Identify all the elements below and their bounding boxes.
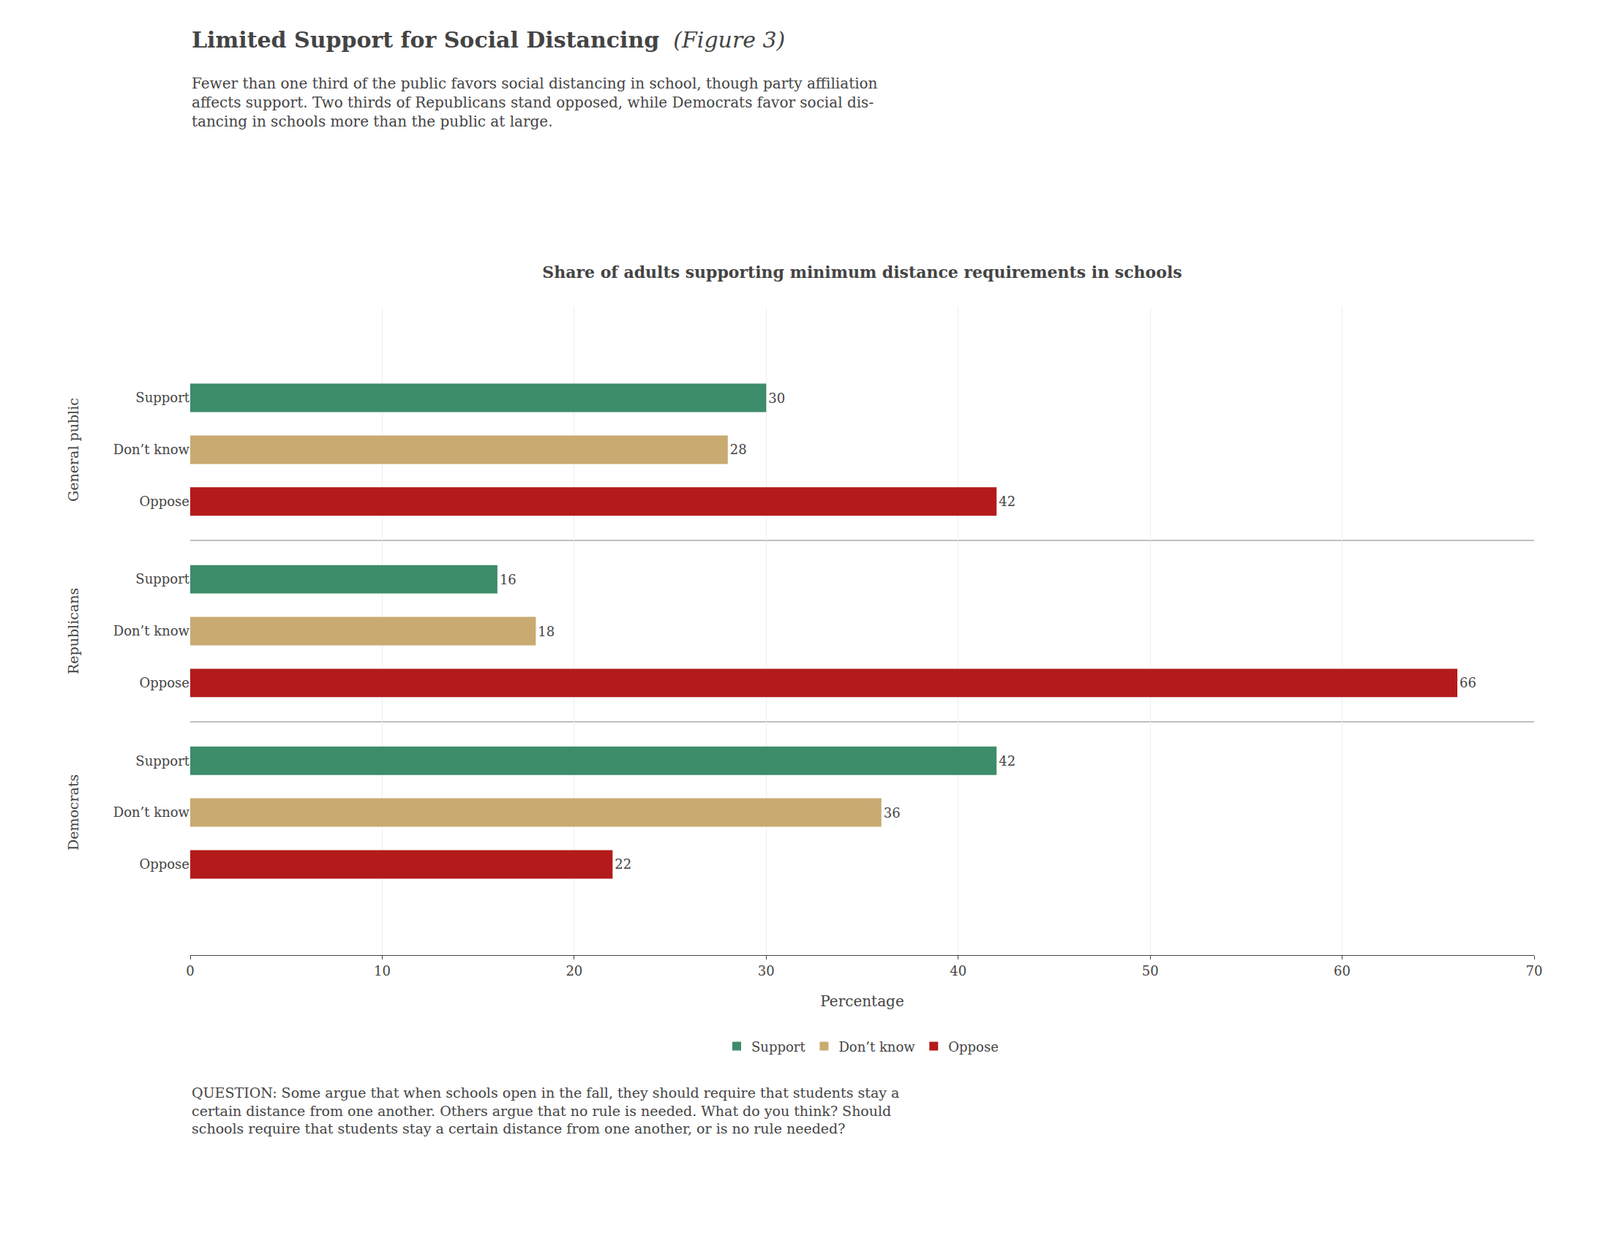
svg-text:General public: General public	[65, 397, 82, 502]
svg-text:Republicans: Republicans	[65, 588, 82, 675]
svg-text:20: 20	[565, 963, 583, 979]
svg-text:36: 36	[883, 805, 901, 821]
svg-text:30: 30	[757, 963, 775, 979]
svg-text:42: 42	[998, 753, 1016, 769]
svg-text:10: 10	[373, 963, 391, 979]
svg-text:Support: Support	[135, 389, 190, 406]
svg-text:Don’t know: Don’t know	[113, 441, 191, 458]
svg-text:Democrats: Democrats	[65, 774, 82, 851]
svg-text:Support: Support	[135, 571, 190, 587]
svg-text:0: 0	[185, 963, 194, 979]
svg-text:Don’t know: Don’t know	[838, 1039, 916, 1055]
svg-text:60: 60	[1333, 963, 1351, 979]
svg-text:Support: Support	[135, 753, 190, 769]
svg-text:Share of adults supporting min: Share of adults supporting minimum dista…	[542, 262, 1182, 282]
svg-text:Limited Support for Social Dis: Limited Support for Social Distancing (F…	[191, 27, 786, 53]
svg-text:Oppose: Oppose	[139, 493, 190, 510]
svg-text:18: 18	[537, 624, 555, 640]
svg-text:QUESTION: Some argue that when: QUESTION: Some argue that when schools o…	[191, 1084, 900, 1137]
svg-text:Don’t know: Don’t know	[113, 804, 191, 821]
svg-text:30: 30	[768, 390, 786, 407]
svg-text:Oppose: Oppose	[948, 1039, 999, 1055]
svg-text:Percentage: Percentage	[820, 992, 904, 1011]
svg-text:70: 70	[1526, 963, 1543, 979]
svg-text:Oppose: Oppose	[139, 856, 190, 873]
svg-text:16: 16	[499, 572, 517, 588]
svg-text:28: 28	[730, 441, 747, 458]
svg-text:50: 50	[1142, 963, 1159, 979]
svg-text:Oppose: Oppose	[139, 675, 190, 691]
svg-text:66: 66	[1459, 675, 1477, 691]
svg-text:Fewer than one third of the pu: Fewer than one third of the public favor…	[191, 74, 878, 131]
svg-text:42: 42	[998, 493, 1016, 510]
svg-text:22: 22	[614, 856, 632, 873]
svg-text:40: 40	[949, 963, 967, 979]
svg-text:Support: Support	[751, 1039, 806, 1055]
svg-text:Don’t know: Don’t know	[113, 623, 191, 639]
